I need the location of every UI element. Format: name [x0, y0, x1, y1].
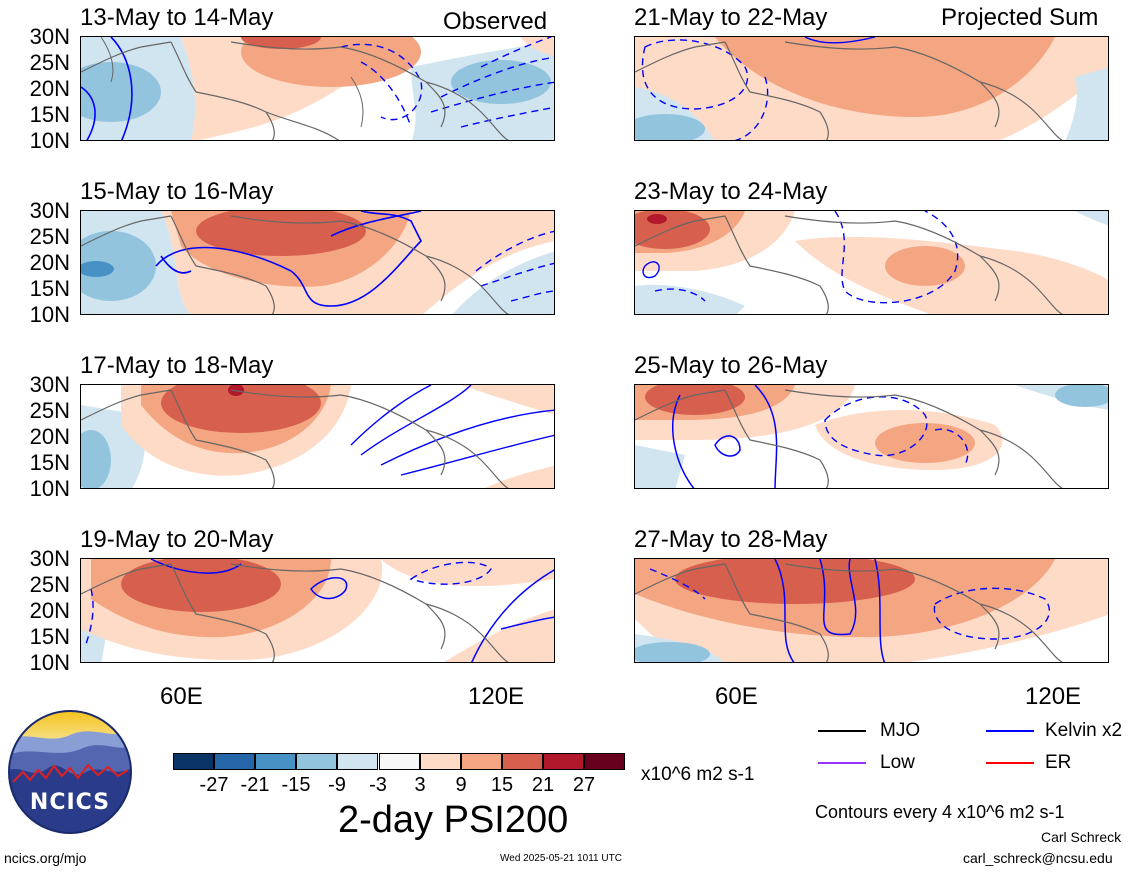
- observed-label: Observed: [443, 8, 548, 35]
- lat-label: 30N: [29, 198, 70, 223]
- lat-label: 15N: [29, 624, 70, 649]
- lat-label: 25N: [29, 572, 70, 597]
- legend-label-low: Low: [880, 752, 915, 773]
- colorbar-swatch: [296, 753, 338, 770]
- lon-label-120e-right: 120E: [1025, 683, 1082, 710]
- panel-title-5: 21-May to 22-May: [634, 4, 828, 31]
- colorbar-tick: 15: [490, 774, 514, 796]
- lat-label: 15N: [29, 102, 70, 127]
- lon-label-60e-right: 60E: [715, 683, 758, 710]
- lat-label: 10N: [29, 476, 70, 501]
- footer-url: ncics.org/mjo: [4, 850, 87, 866]
- colorbar-swatch: [378, 753, 420, 770]
- lat-label: 15N: [29, 276, 70, 301]
- lat-label: 30N: [29, 372, 70, 397]
- lat-label: 20N: [29, 598, 70, 623]
- map-panel-8: [634, 558, 1109, 663]
- lat-label: 25N: [29, 50, 70, 75]
- legend-line-low: [818, 762, 866, 764]
- footer-timestamp: Wed 2025-05-21 1011 UTC: [500, 853, 622, 864]
- lat-label: 30N: [29, 546, 70, 571]
- legend-label-er: ER: [1045, 752, 1072, 773]
- anomaly-field-2: [81, 211, 554, 314]
- colorbar-swatch: [255, 753, 297, 770]
- legend-line-kelvin: [986, 730, 1034, 732]
- ncics-logo-text: NCICS: [29, 790, 111, 815]
- colorbar-swatch: [214, 753, 256, 770]
- lat-label: 10N: [29, 302, 70, 327]
- map-panel-5: [634, 36, 1109, 141]
- panel-title-7: 25-May to 26-May: [634, 352, 828, 379]
- legend-line-er: [986, 762, 1034, 764]
- ncics-logo: NCICS: [8, 710, 132, 834]
- panel-title-6: 23-May to 24-May: [634, 178, 828, 205]
- colorbar-swatch: [460, 753, 502, 770]
- panel-title-1: 13-May to 14-May: [80, 4, 274, 31]
- colorbar-units: x10^6 m2 s-1: [641, 764, 755, 785]
- colorbar-tick: 21: [531, 774, 555, 796]
- projected-sum-label: Projected Sum: [941, 4, 1099, 31]
- map-panel-6: [634, 210, 1109, 315]
- panel-title-4: 19-May to 20-May: [80, 526, 274, 553]
- lat-label: 20N: [29, 76, 70, 101]
- legend-line-mjo: [818, 730, 866, 732]
- panel-title-3: 17-May to 18-May: [80, 352, 274, 379]
- lat-label: 25N: [29, 224, 70, 249]
- lat-label: 30N: [29, 24, 70, 49]
- anomaly-field-6: [635, 211, 1108, 314]
- colorbar-swatch: [584, 753, 626, 770]
- legend-label-kelvin: Kelvin x2: [1045, 720, 1123, 741]
- chart-title: 2-day PSI200: [338, 799, 569, 841]
- lat-label: 25N: [29, 398, 70, 423]
- footer-author: Carl Schreck: [1041, 829, 1122, 845]
- colorbar-tick: 3: [414, 774, 426, 796]
- colorbar-swatch: [173, 753, 215, 770]
- colorbar-swatch: [542, 753, 584, 770]
- panel-title-2: 15-May to 16-May: [80, 178, 274, 205]
- colorbar-tick: -9: [328, 774, 346, 796]
- lat-label: 10N: [29, 128, 70, 153]
- ncics-logo-graphic: [8, 710, 132, 834]
- anomaly-field-4: [81, 559, 554, 662]
- lon-label-120e-left: 120E: [468, 683, 525, 710]
- map-panel-1: [80, 36, 555, 141]
- colorbar-tick: -3: [369, 774, 387, 796]
- colorbar-tick: -27: [199, 774, 229, 796]
- colorbar-swatch: [419, 753, 461, 770]
- colorbar-swatch: [337, 753, 379, 770]
- anomaly-field-3: [81, 385, 554, 488]
- anomaly-field-8: [635, 559, 1108, 662]
- lat-label: 15N: [29, 450, 70, 475]
- map-panel-2: [80, 210, 555, 315]
- colorbar-tick: -15: [281, 774, 311, 796]
- map-panel-7: [634, 384, 1109, 489]
- footer-email: carl_schreck@ncsu.edu: [963, 850, 1113, 866]
- anomaly-field-5: [635, 37, 1108, 140]
- colorbar-tick: -21: [240, 774, 270, 796]
- lat-label: 10N: [29, 650, 70, 675]
- map-panel-3: [80, 384, 555, 489]
- legend-label-mjo: MJO: [880, 720, 921, 741]
- contour-note: Contours every 4 x10^6 m2 s-1: [815, 802, 1065, 822]
- map-panel-4: [80, 558, 555, 663]
- lon-label-60e-left: 60E: [160, 683, 203, 710]
- lat-label: 20N: [29, 424, 70, 449]
- anomaly-field-1: [81, 37, 554, 140]
- anomaly-field-7: [635, 385, 1108, 488]
- colorbar-tick: 9: [455, 774, 467, 796]
- colorbar-tick: 27: [572, 774, 596, 796]
- colorbar-swatch: [501, 753, 543, 770]
- panel-title-8: 27-May to 28-May: [634, 526, 828, 553]
- lat-label: 20N: [29, 250, 70, 275]
